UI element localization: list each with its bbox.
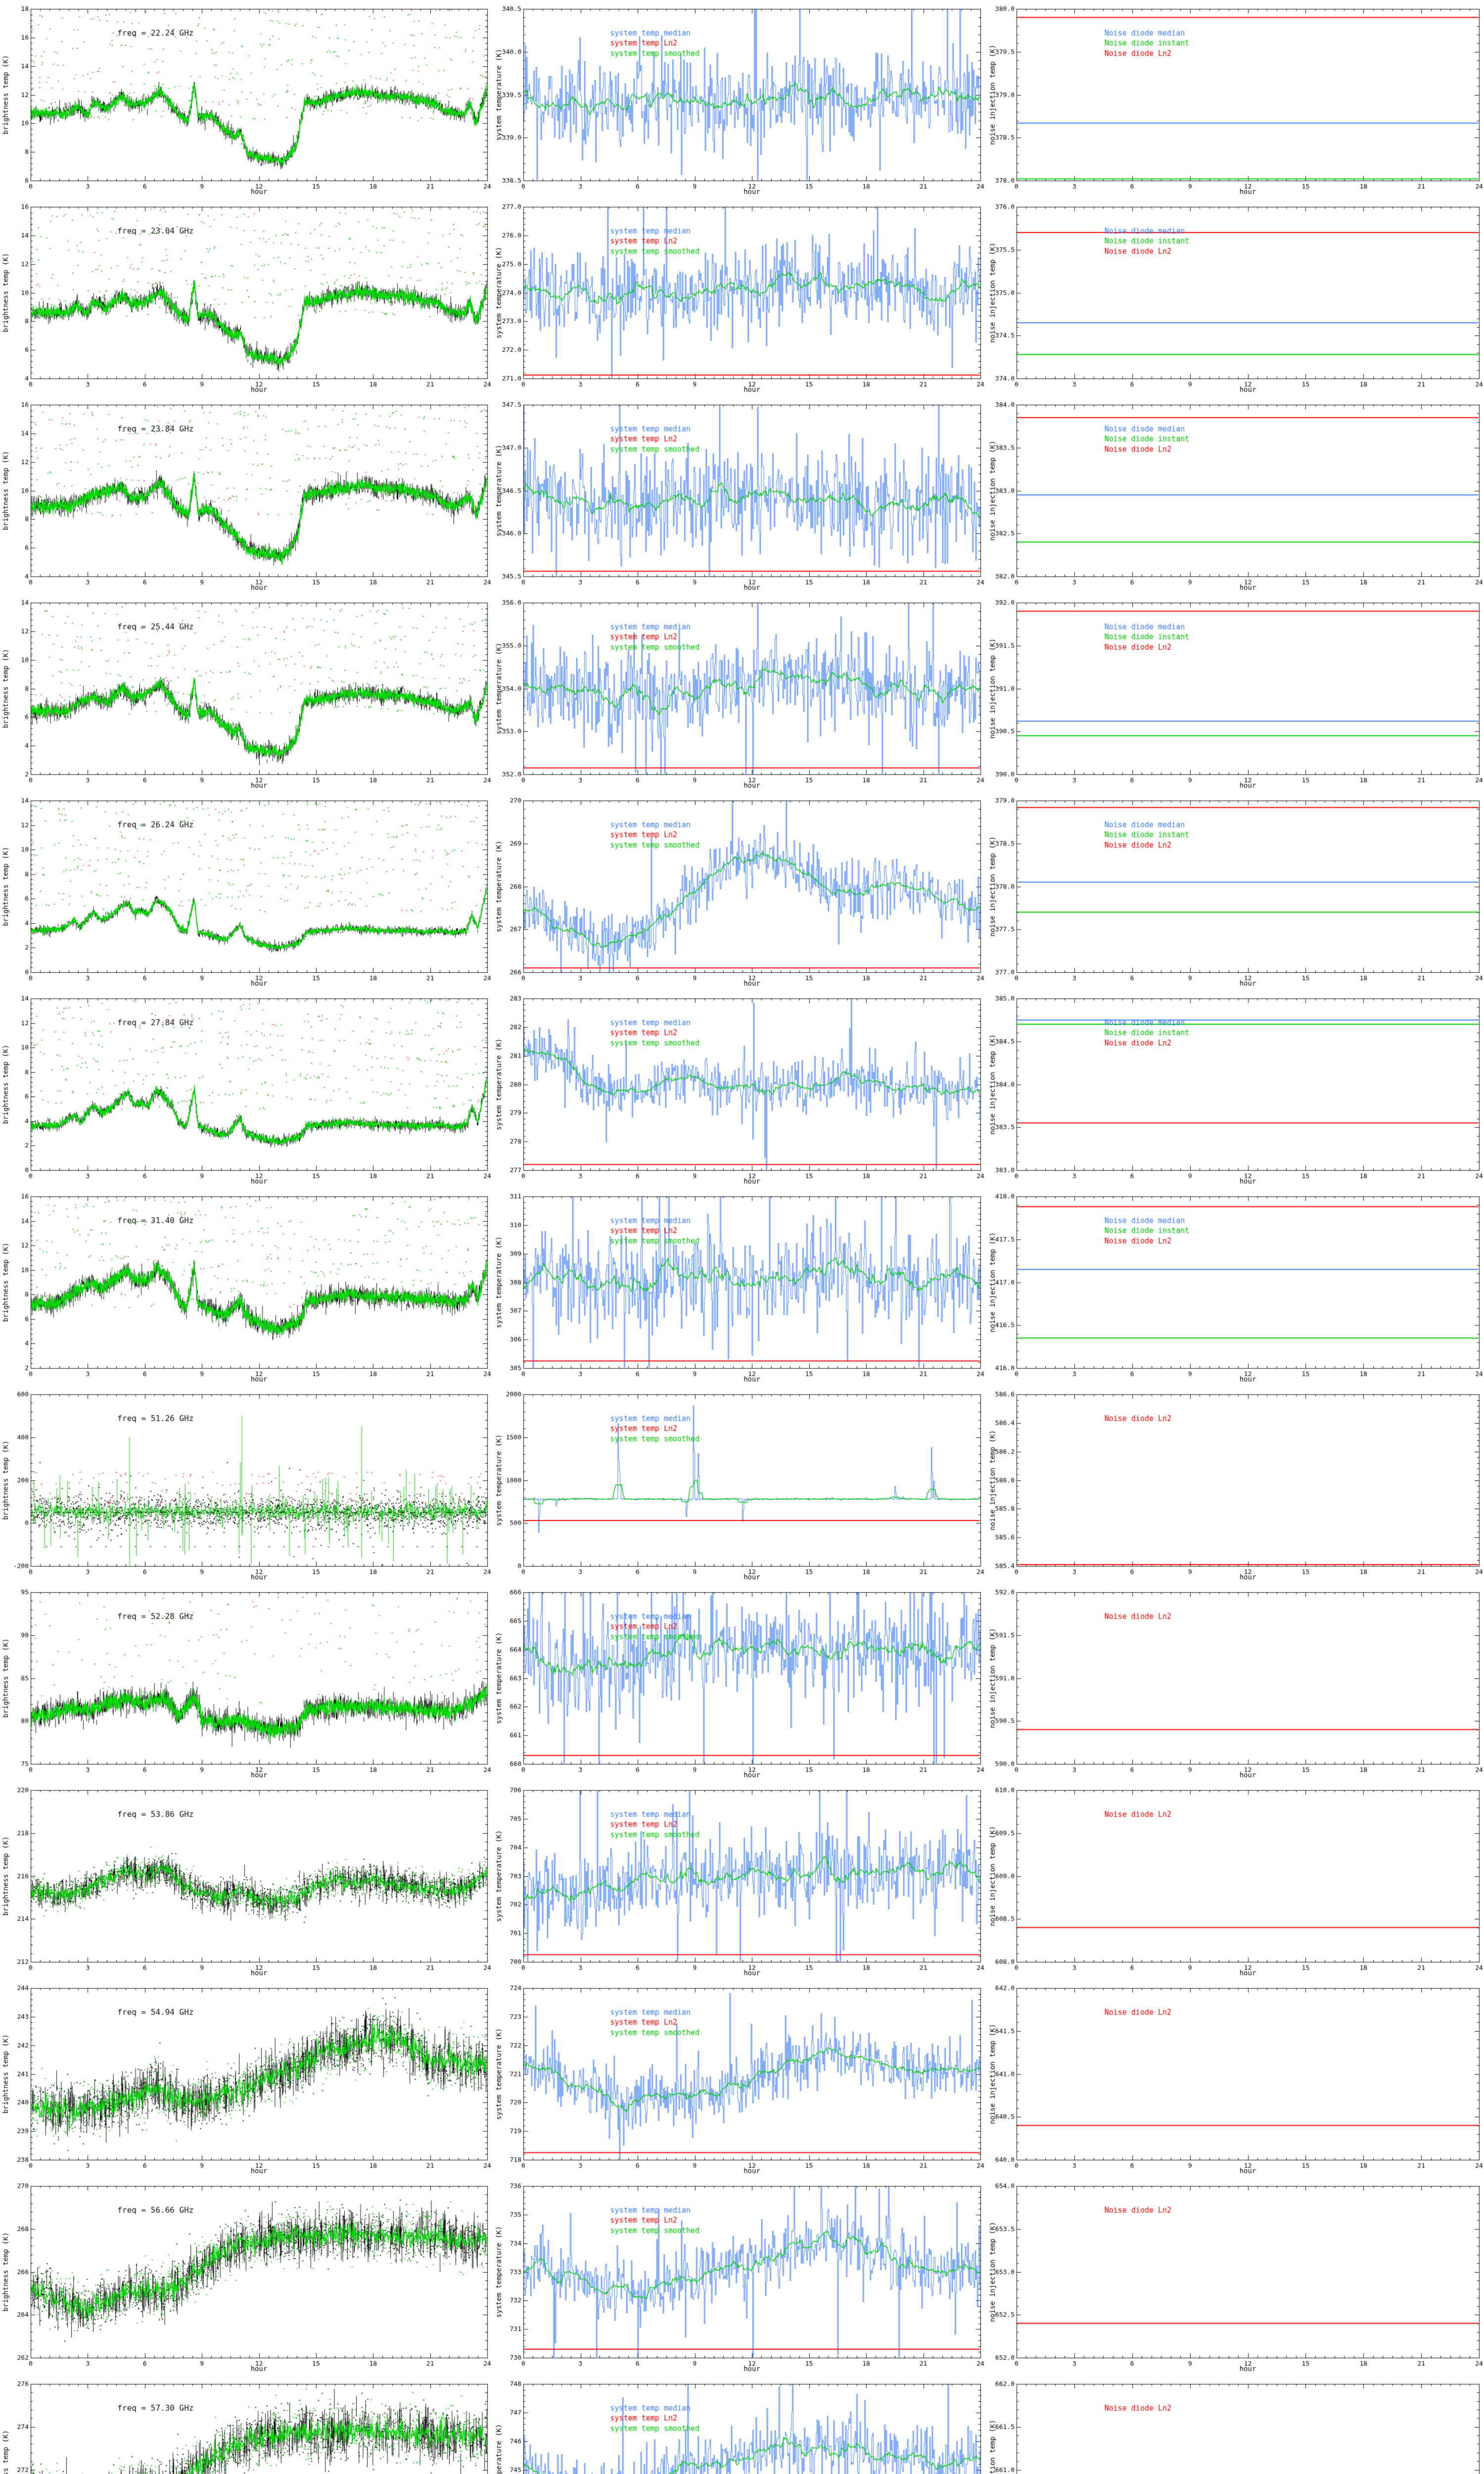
noise-diode-plot-22-24-ghz xyxy=(989,0,1484,198)
plot-row-51-26-ghz xyxy=(0,1385,1484,1583)
system-temp-plot-27-84-ghz xyxy=(495,990,989,1188)
brightness-temp-plot-25-44-ghz xyxy=(0,594,495,792)
system-temp-plot-51-26-ghz xyxy=(495,1385,989,1583)
brightness-temp-plot-56-66-ghz xyxy=(0,2177,495,2375)
brightness-temp-plot-22-24-ghz xyxy=(0,0,495,198)
brightness-temp-plot-51-26-ghz xyxy=(0,1385,495,1583)
noise-diode-plot-51-26-ghz xyxy=(989,1385,1484,1583)
noise-diode-plot-56-66-ghz xyxy=(989,2177,1484,2375)
brightness-temp-plot-27-84-ghz xyxy=(0,990,495,1188)
system-temp-plot-54-94-ghz xyxy=(495,1979,989,2177)
plot-row-25-44-ghz xyxy=(0,594,1484,792)
plot-row-56-66-ghz xyxy=(0,2177,1484,2375)
brightness-temp-plot-54-94-ghz xyxy=(0,1979,495,2177)
plot-row-53-86-ghz xyxy=(0,1781,1484,1979)
noise-diode-plot-25-44-ghz xyxy=(989,594,1484,792)
noise-diode-plot-26-24-ghz xyxy=(989,792,1484,990)
plot-row-26-24-ghz xyxy=(0,792,1484,990)
plot-row-23-04-ghz xyxy=(0,198,1484,396)
system-temp-plot-26-24-ghz xyxy=(495,792,989,990)
plot-row-23-84-ghz xyxy=(0,396,1484,594)
brightness-temp-plot-53-86-ghz xyxy=(0,1781,495,1979)
noise-diode-plot-27-84-ghz xyxy=(989,990,1484,1188)
noise-diode-plot-31-40-ghz xyxy=(989,1188,1484,1385)
system-temp-plot-57-30-ghz xyxy=(495,2375,989,2474)
noise-diode-plot-53-86-ghz xyxy=(989,1781,1484,1979)
noise-diode-plot-23-84-ghz xyxy=(989,396,1484,594)
noise-diode-plot-23-04-ghz xyxy=(989,198,1484,396)
plot-row-52-28-ghz xyxy=(0,1583,1484,1781)
system-temp-plot-23-84-ghz xyxy=(495,396,989,594)
system-temp-plot-56-66-ghz xyxy=(495,2177,989,2375)
plot-row-27-84-ghz xyxy=(0,990,1484,1188)
plot-row-22-24-ghz xyxy=(0,0,1484,198)
noise-diode-plot-57-30-ghz xyxy=(989,2375,1484,2474)
system-temp-plot-23-04-ghz xyxy=(495,198,989,396)
plot-row-54-94-ghz xyxy=(0,1979,1484,2177)
system-temp-plot-31-40-ghz xyxy=(495,1188,989,1385)
brightness-temp-plot-31-40-ghz xyxy=(0,1188,495,1385)
system-temp-plot-25-44-ghz xyxy=(495,594,989,792)
noise-diode-plot-52-28-ghz xyxy=(989,1583,1484,1781)
noise-diode-plot-54-94-ghz xyxy=(989,1979,1484,2177)
plot-row-57-30-ghz xyxy=(0,2375,1484,2474)
brightness-temp-plot-57-30-ghz xyxy=(0,2375,495,2474)
system-temp-plot-52-28-ghz xyxy=(495,1583,989,1781)
brightness-temp-plot-26-24-ghz xyxy=(0,792,495,990)
system-temp-plot-53-86-ghz xyxy=(495,1781,989,1979)
system-temp-plot-22-24-ghz xyxy=(495,0,989,198)
plot-row-31-40-ghz xyxy=(0,1188,1484,1385)
brightness-temp-plot-52-28-ghz xyxy=(0,1583,495,1781)
brightness-temp-plot-23-84-ghz xyxy=(0,396,495,594)
brightness-temp-plot-23-04-ghz xyxy=(0,198,495,396)
